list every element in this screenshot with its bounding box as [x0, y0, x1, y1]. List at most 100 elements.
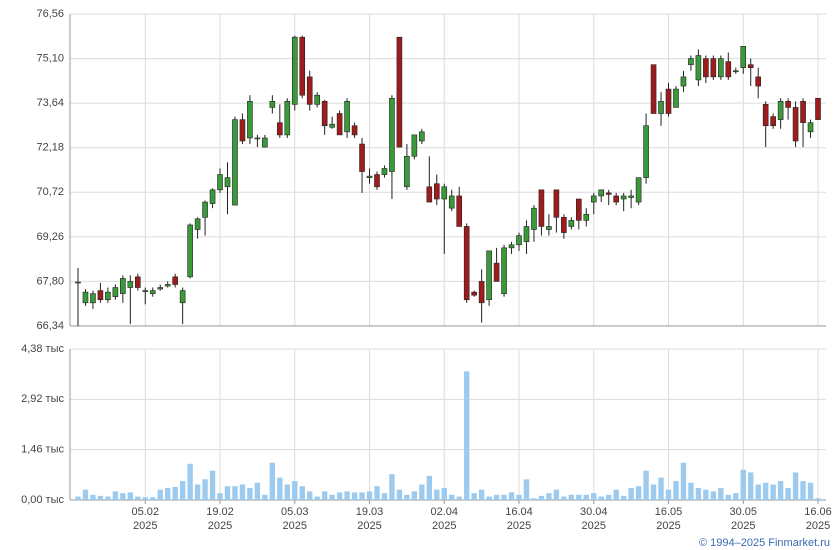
x-tick-label: 2025	[507, 520, 531, 532]
volume-bar	[336, 492, 343, 500]
candle-body	[277, 122, 283, 136]
candle-body	[792, 107, 799, 142]
volume-bar	[807, 482, 814, 500]
candle-body	[404, 155, 410, 188]
volume-bar	[344, 491, 350, 500]
volume-bar	[680, 462, 687, 500]
x-tick-label: 2025	[656, 520, 680, 532]
volume-bar	[389, 474, 395, 500]
candle-body	[680, 76, 687, 87]
candle-body	[516, 235, 522, 246]
candle-body	[314, 94, 320, 105]
volume-bar	[748, 472, 754, 500]
candle-body	[359, 143, 365, 172]
candle-body	[665, 88, 672, 114]
candle-body	[396, 36, 403, 148]
candle-body	[426, 186, 433, 203]
x-tick-label: 19.02	[206, 506, 234, 518]
candle-body	[605, 192, 612, 195]
candle-body	[718, 58, 724, 78]
candle-body	[157, 287, 164, 290]
volume-bar	[202, 479, 208, 500]
candle-body	[120, 278, 126, 294]
y-tick-label: 66,34	[36, 320, 64, 332]
candle-body	[523, 226, 530, 243]
volume-bar	[546, 493, 552, 500]
volume-bar	[755, 484, 761, 500]
volume-bar	[478, 489, 485, 500]
volume-bar	[381, 493, 388, 500]
volume-bar	[591, 493, 597, 500]
volume-bar	[217, 493, 223, 500]
y-tick-label: 72,18	[36, 142, 64, 154]
candle-body	[695, 55, 702, 81]
volume-bar	[658, 477, 664, 500]
y-tick-label: 1,46 тыс	[21, 444, 64, 456]
x-tick-label: 19.03	[356, 506, 384, 518]
candle-body	[508, 244, 515, 249]
candle-body	[673, 88, 679, 108]
volume-bar	[561, 496, 567, 500]
candle-body	[172, 276, 178, 285]
volume-bar	[374, 486, 380, 500]
volume-bar	[112, 491, 119, 500]
volume-bar	[501, 494, 507, 500]
y-tick-label: 67,80	[36, 275, 64, 287]
candle-body	[463, 226, 470, 301]
candle-body	[486, 250, 492, 301]
volume-bar	[179, 481, 186, 500]
candle-body	[142, 290, 149, 292]
candle-body	[478, 281, 485, 304]
volume-bar	[493, 494, 500, 500]
candle-body	[643, 125, 649, 178]
candle-body	[635, 177, 642, 203]
candle-body	[179, 290, 186, 304]
candle-body	[284, 101, 291, 136]
candle-body	[254, 137, 261, 140]
candle-body	[262, 137, 268, 148]
volume-bar	[239, 484, 246, 500]
volume-bar	[523, 479, 530, 500]
candle-body	[628, 195, 634, 198]
volume-bar	[359, 492, 365, 500]
volume-bar	[262, 494, 268, 500]
volume-bar	[232, 486, 238, 500]
y-tick-label: 2,92 тыс	[21, 393, 64, 405]
volume-bar	[733, 493, 739, 500]
volume-bar	[157, 489, 163, 500]
x-tick-label: 2025	[283, 520, 307, 532]
candle-body	[194, 218, 201, 230]
x-tick-label: 2025	[806, 520, 830, 532]
x-tick-label: 02.04	[430, 506, 458, 518]
candle-body	[576, 198, 582, 221]
candle-body	[329, 123, 335, 128]
candle-body	[217, 174, 223, 191]
candle-body	[75, 281, 81, 284]
volume-bar	[785, 487, 791, 500]
candle-body	[127, 281, 134, 288]
volume-bar	[538, 495, 545, 500]
candle-body	[97, 290, 104, 301]
volume-bar	[419, 484, 425, 500]
volume-bar	[486, 496, 492, 500]
y-tick-label: 0,00 тыс	[21, 494, 64, 506]
volume-bar	[187, 463, 193, 500]
volume-bar	[576, 494, 582, 500]
volume-bar	[224, 486, 231, 500]
candle-body	[538, 189, 545, 227]
candle-body	[433, 183, 440, 200]
candle-body	[247, 101, 253, 139]
x-tick-label: 16.06	[804, 506, 832, 518]
x-tick-label: 2025	[357, 520, 381, 532]
candle-body	[762, 104, 769, 127]
candle-body	[501, 247, 507, 294]
volume-bar	[314, 496, 320, 500]
x-tick-label: 2025	[432, 520, 456, 532]
volume-bar	[277, 477, 283, 500]
volume-bar	[307, 491, 313, 500]
volume-bar	[703, 489, 709, 500]
x-tick-label: 2025	[731, 520, 755, 532]
volume-bar	[351, 492, 358, 500]
candle-body	[202, 201, 208, 218]
candle-body	[553, 189, 560, 218]
